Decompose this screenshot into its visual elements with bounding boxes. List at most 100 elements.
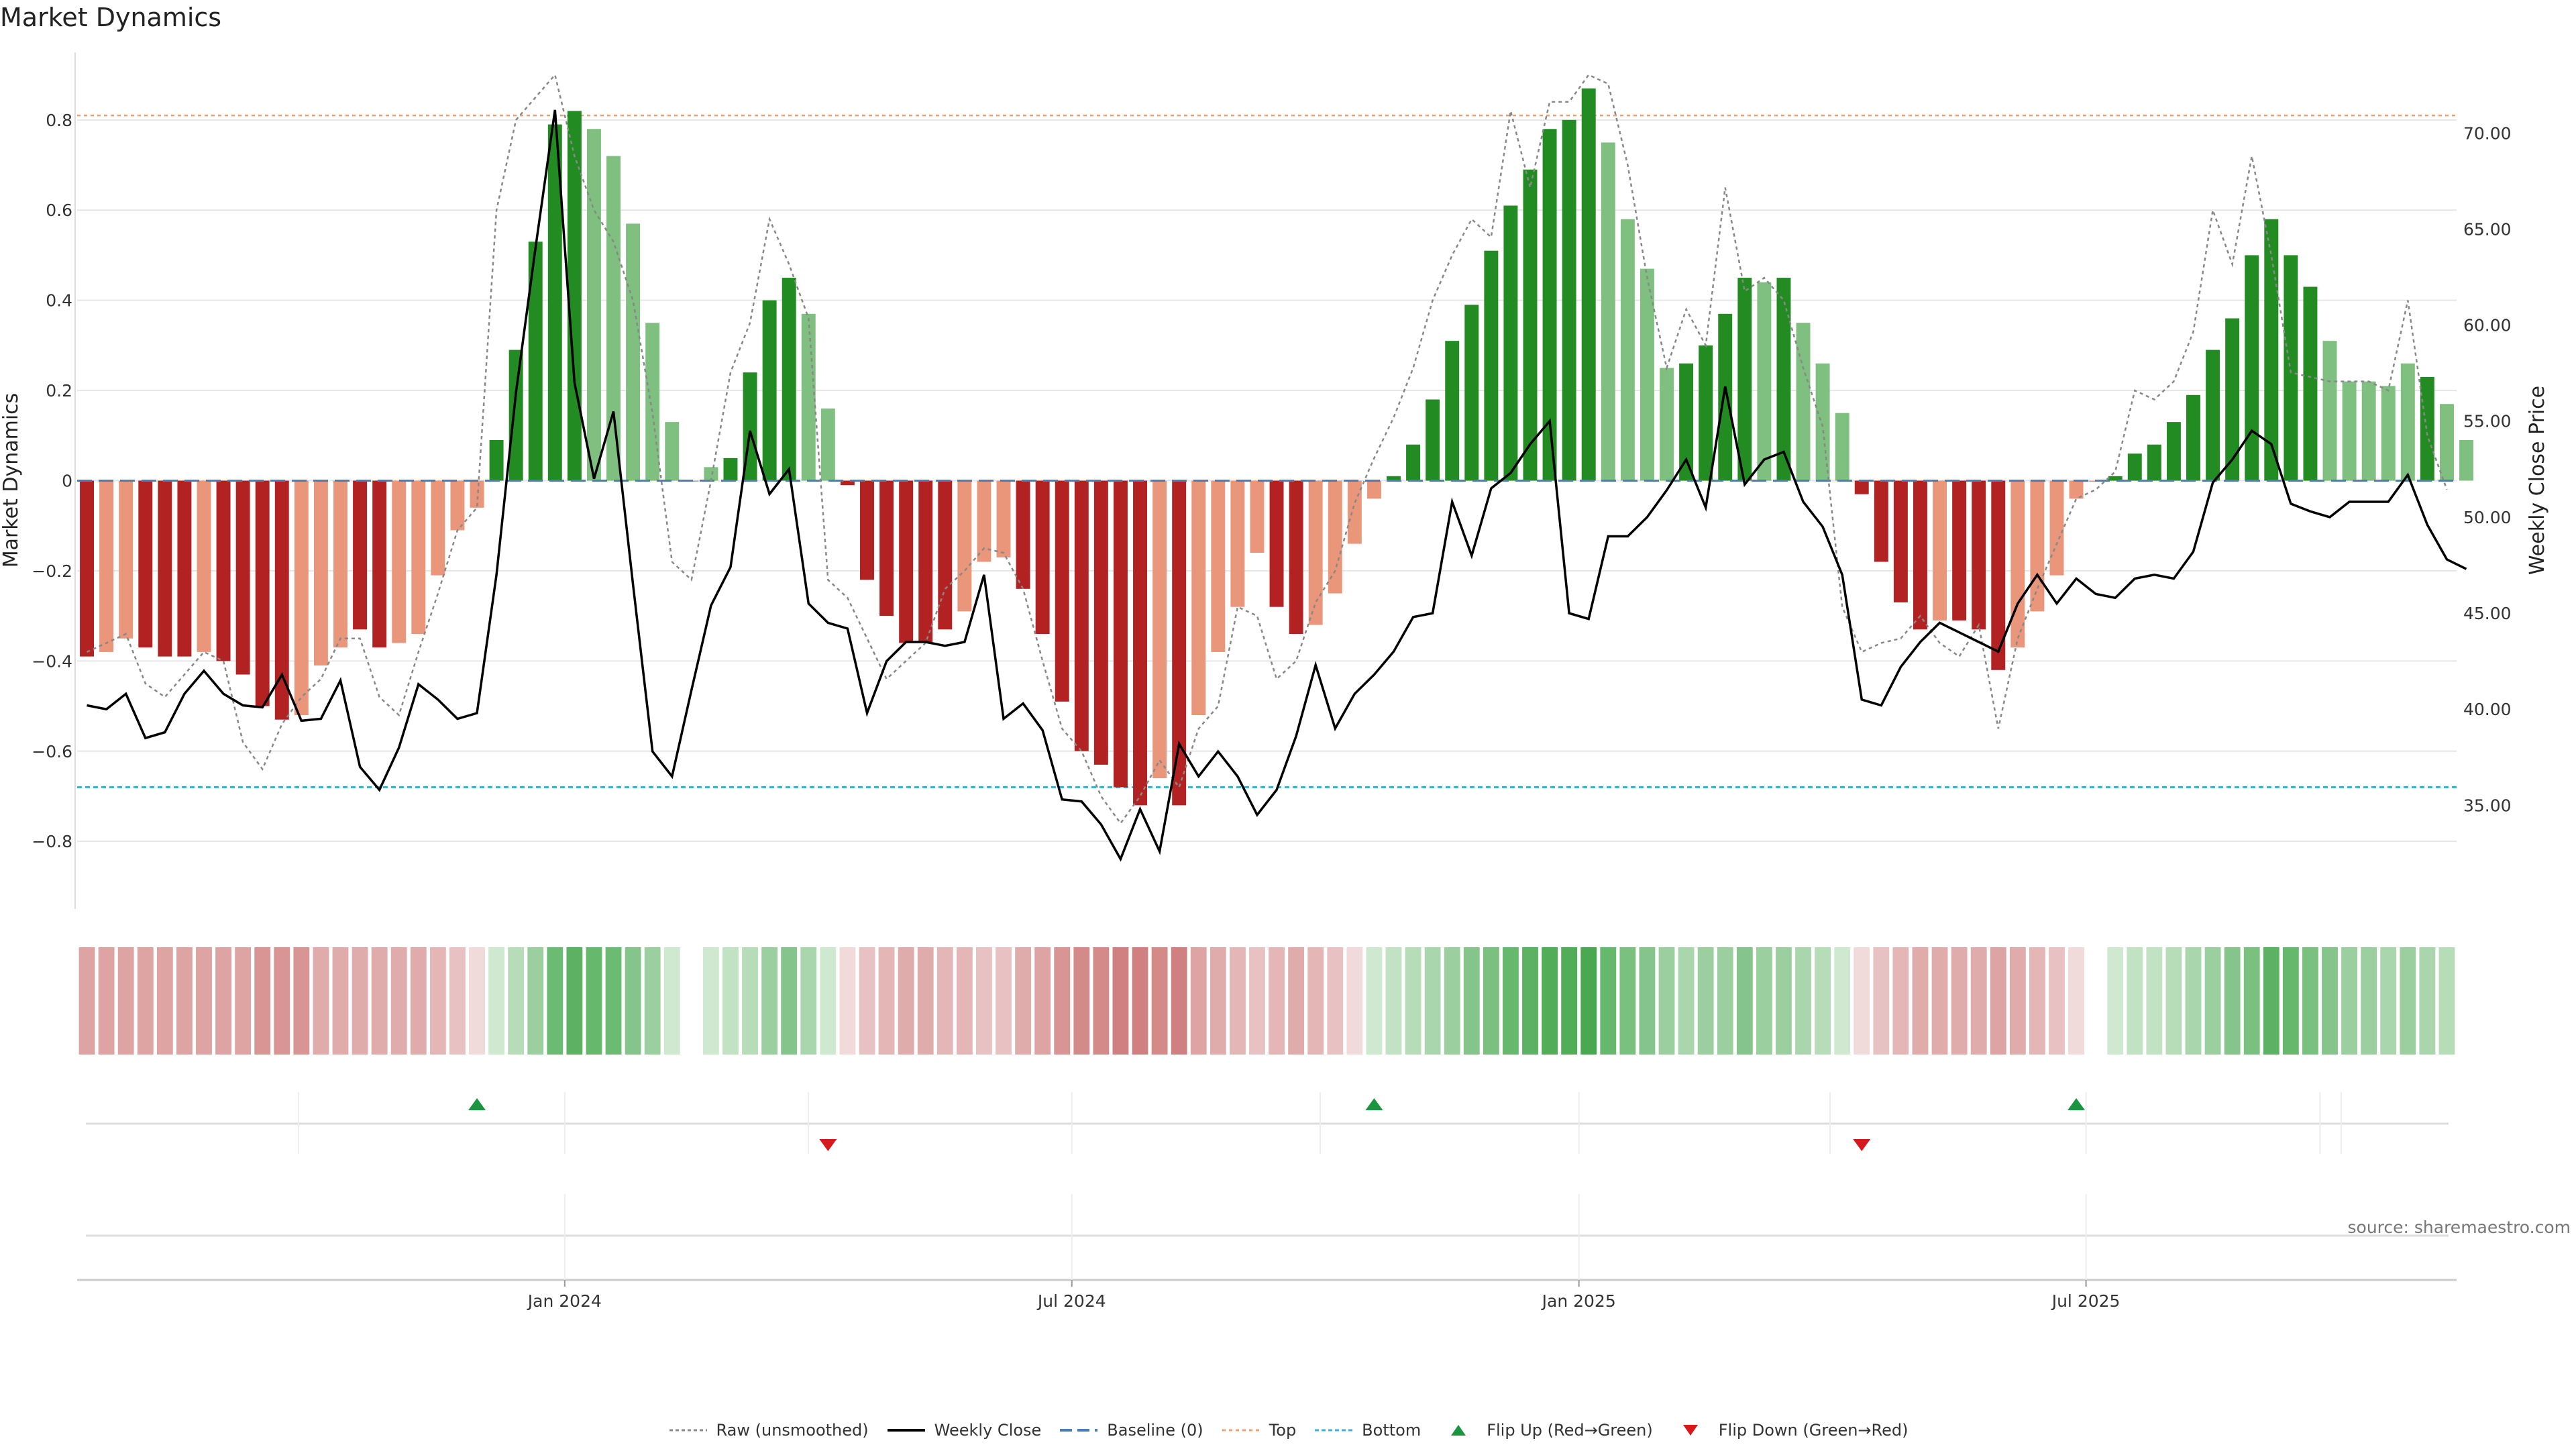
- dynamics-bar: [2030, 480, 2045, 612]
- dynamics-bar: [1601, 142, 1615, 481]
- dynamics-bar: [1289, 480, 1303, 635]
- heat-strip-cell: [625, 947, 641, 1055]
- heat-strip-cell: [996, 947, 1012, 1055]
- left-tick-label: 0: [62, 472, 72, 491]
- dynamics-bar: [1991, 480, 2006, 670]
- dynamics-bar: [2361, 381, 2376, 481]
- heat-strip-cell: [1639, 947, 1656, 1055]
- left-tick-label: 0.8: [46, 111, 72, 130]
- flip-up-marker: [468, 1098, 486, 1110]
- heat-strip-cell: [1951, 947, 1968, 1055]
- heat-strip-cell: [117, 947, 134, 1055]
- heat-strip-cell: [1776, 947, 1792, 1055]
- flip-down-marker: [1853, 1139, 1871, 1151]
- dynamics-bar: [2439, 404, 2454, 481]
- dynamics-bar: [860, 480, 874, 580]
- heat-strip-cell: [917, 947, 934, 1055]
- heat-strip-cell: [663, 947, 680, 1055]
- dynamics-bar: [2225, 318, 2240, 481]
- heat-strip-cell: [293, 947, 310, 1055]
- heat-strip-cell: [2282, 947, 2299, 1055]
- weekly-close-line: [87, 109, 2467, 862]
- x-tick-label: Jul 2024: [1036, 1291, 1106, 1311]
- right-tick-label: 50.00: [2463, 508, 2512, 527]
- heat-strip-cell: [1093, 947, 1110, 1055]
- dynamics-bar: [450, 480, 465, 531]
- dynamics-bar: [586, 129, 601, 481]
- heat-strip-cell: [2146, 947, 2163, 1055]
- heat-strip-cell: [1736, 947, 1753, 1055]
- right-tick-label: 60.00: [2463, 316, 2512, 335]
- heat-strip-cell: [722, 947, 739, 1055]
- left-tick-label: −0.8: [32, 832, 72, 851]
- dynamics-bar: [294, 480, 309, 715]
- dynamics-bar: [313, 480, 328, 666]
- legend-label-baseline: Baseline (0): [1107, 1421, 1203, 1440]
- dynamics-bar: [918, 480, 933, 643]
- heat-strip-cell: [371, 947, 388, 1055]
- heat-strip-cell: [215, 947, 231, 1055]
- dynamics-bar: [1269, 480, 1284, 607]
- dynamics-bar: [1972, 480, 1986, 630]
- heat-strip-cell: [527, 947, 544, 1055]
- legend-label-close: Weekly Close: [934, 1421, 1042, 1440]
- heat-strip-cell: [2438, 947, 2455, 1055]
- left-tick-label: −0.4: [32, 651, 72, 671]
- heat-strip-cell: [761, 947, 778, 1055]
- dynamics-bar: [1250, 480, 1265, 553]
- legend-swatch-top: [1222, 1429, 1260, 1432]
- right-tick-label: 65.00: [2463, 219, 2512, 239]
- legend-label-top: Top: [1269, 1421, 1297, 1440]
- heat-strip-cell: [878, 947, 895, 1055]
- right-tick-label: 45.00: [2463, 604, 2512, 623]
- dynamics-bar: [1366, 480, 1381, 499]
- source-note: source: sharemaestro.com: [2347, 1218, 2571, 1237]
- heat-strip-cell: [2068, 947, 2084, 1055]
- dynamics-bar: [1660, 368, 1674, 481]
- dynamics-bar: [1406, 444, 1421, 481]
- heat-strip-cell: [1717, 947, 1733, 1055]
- heat-strip-cell: [1834, 947, 1851, 1055]
- heat-strip-cell: [313, 947, 329, 1055]
- heat-strip-cell: [1873, 947, 1890, 1055]
- heat-strip-cell: [702, 947, 719, 1055]
- heat-strip-cell: [449, 947, 466, 1055]
- dynamics-bar: [235, 480, 250, 675]
- heat-strip-cell: [2263, 947, 2279, 1055]
- heat-strip-cell: [839, 947, 856, 1055]
- dynamics-bar: [2303, 286, 2318, 481]
- dynamics-bar: [606, 156, 621, 481]
- dynamics-bar: [2245, 255, 2259, 481]
- heat-strip-cell: [2341, 947, 2358, 1055]
- heat-strip-cell: [1756, 947, 1772, 1055]
- dynamics-bar: [2010, 480, 2025, 648]
- dynamics-bar: [528, 241, 543, 481]
- heat-strip-cell: [1795, 947, 1811, 1055]
- heat-strip-cell: [1912, 947, 1929, 1055]
- dynamics-bar: [2186, 394, 2200, 481]
- left-tick-label: 0.4: [46, 291, 72, 311]
- dynamics-bar: [1347, 480, 1362, 544]
- dynamics-bar: [820, 408, 835, 481]
- legend-item-top: Top: [1221, 1421, 1297, 1440]
- dynamics-bar: [704, 467, 718, 481]
- dynamics-bar: [2381, 386, 2396, 481]
- dynamics-bar: [1093, 480, 1108, 765]
- dynamics-bar: [1718, 313, 1733, 481]
- legend-swatch-flipup: [1451, 1425, 1466, 1436]
- dynamics-bar: [411, 480, 426, 635]
- dynamics-bar: [2322, 341, 2337, 481]
- dynamics-bar: [1640, 268, 1654, 481]
- heat-strip-cell: [1503, 947, 1519, 1055]
- legend-item-close: Weekly Close: [886, 1421, 1042, 1440]
- heat-strip-cell: [1561, 947, 1578, 1055]
- heat-strip-cell: [2322, 947, 2338, 1055]
- dynamics-bar: [957, 480, 972, 612]
- dynamics-bar: [255, 480, 270, 706]
- heat-strip-cell: [508, 947, 525, 1055]
- dynamics-bar: [1874, 480, 1888, 562]
- heat-strip-cell: [254, 947, 271, 1055]
- dynamics-bar: [470, 480, 484, 508]
- dynamics-bar: [1172, 480, 1187, 806]
